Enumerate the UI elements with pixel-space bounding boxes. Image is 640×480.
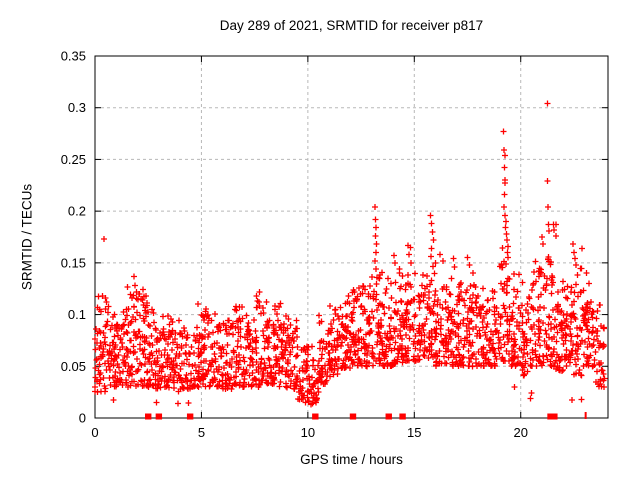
x-axis-label: GPS time / hours bbox=[300, 452, 403, 467]
y-tick-label: 0.15 bbox=[61, 255, 86, 270]
baseline-square-marker bbox=[547, 413, 554, 420]
y-tick-label: 0 bbox=[79, 411, 86, 426]
scatter-plus-markers bbox=[92, 100, 608, 408]
x-tick-label: 20 bbox=[513, 425, 527, 440]
baseline-square-marker bbox=[399, 413, 406, 420]
baseline-square-marker bbox=[349, 413, 357, 420]
x-tick-label: 5 bbox=[198, 425, 205, 440]
baseline-square-marker bbox=[155, 413, 163, 420]
y-tick-label: 0.3 bbox=[68, 100, 86, 115]
chart-title: Day 289 of 2021, SRMTID for receiver p81… bbox=[219, 18, 484, 33]
baseline-square-marker bbox=[186, 413, 194, 420]
y-tick-label: 0.1 bbox=[68, 307, 86, 322]
baseline-markers bbox=[145, 412, 587, 420]
baseline-square-marker bbox=[312, 413, 319, 420]
data-points bbox=[92, 100, 608, 408]
baseline-square-marker bbox=[551, 413, 558, 420]
y-tick-label: 0.25 bbox=[61, 152, 86, 167]
y-tick-label: 0.35 bbox=[61, 49, 86, 64]
x-tick-label: 15 bbox=[407, 425, 421, 440]
baseline-square-marker bbox=[385, 413, 392, 420]
baseline-thin-marker bbox=[584, 412, 587, 419]
y-tick-label: 0.2 bbox=[68, 204, 86, 219]
x-tick-label: 10 bbox=[301, 425, 315, 440]
x-tick-label: 0 bbox=[91, 425, 98, 440]
baseline-square-marker bbox=[145, 413, 152, 420]
tick-labels: 0 5 10 15 20 0 0.05 0.1 0.15 0.2 0.25 0.3 0.35 bbox=[61, 49, 528, 441]
y-tick-label: 0.05 bbox=[61, 359, 86, 374]
